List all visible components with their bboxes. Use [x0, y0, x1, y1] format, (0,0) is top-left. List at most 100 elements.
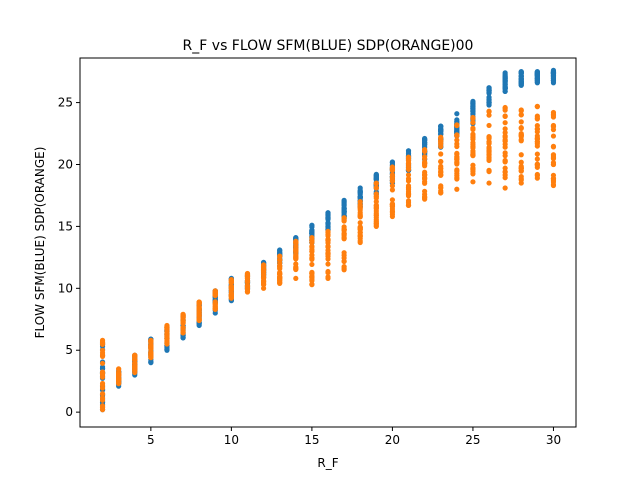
data-point: [405, 191, 412, 197]
data-point: [293, 238, 299, 244]
data-point: [373, 180, 379, 186]
data-point: [325, 236, 331, 242]
data-point: [260, 262, 267, 268]
y-tick-label: 20: [58, 157, 73, 171]
data-point: [502, 158, 508, 164]
data-point: [405, 165, 412, 172]
y-tick-label: 10: [58, 281, 73, 295]
data-point: [196, 299, 202, 305]
y-tick-label: 0: [65, 405, 73, 419]
data-point: [486, 122, 492, 129]
series-0-column-28: [550, 67, 557, 86]
data-point: [389, 159, 396, 165]
data-point: [502, 126, 508, 132]
data-point: [470, 179, 476, 185]
data-point: [116, 377, 122, 383]
data-point: [99, 380, 106, 387]
data-point: [132, 363, 138, 369]
data-point: [454, 167, 460, 173]
data-point: [389, 183, 396, 189]
series-1-column-24: [486, 108, 492, 186]
data-point: [341, 227, 347, 233]
series-1-column-6: [196, 299, 202, 324]
data-point: [325, 228, 331, 234]
data-point: [244, 275, 251, 281]
data-point: [454, 137, 460, 143]
data-point: [502, 84, 508, 90]
data-point: [277, 270, 283, 276]
data-point: [389, 167, 396, 174]
data-point: [180, 334, 186, 341]
data-point: [438, 158, 444, 165]
series-1-column-13: [309, 234, 315, 288]
data-point: [116, 373, 122, 379]
data-point: [454, 133, 460, 139]
data-point: [260, 272, 267, 278]
series-1-column-27: [534, 103, 540, 181]
data-point: [502, 165, 508, 171]
data-point: [518, 174, 524, 180]
data-point: [341, 264, 347, 270]
data-point: [534, 143, 540, 149]
data-point: [422, 147, 428, 153]
data-point: [518, 125, 524, 131]
series-0-column-27: [534, 69, 540, 86]
x-tick-label: 10: [224, 433, 239, 447]
data-point: [309, 234, 315, 241]
data-point: [502, 113, 508, 120]
series-1-column-10: [260, 262, 267, 291]
data-point: [309, 281, 315, 287]
data-point: [534, 126, 540, 132]
data-point: [277, 265, 283, 271]
data-point: [422, 176, 428, 182]
data-point: [309, 252, 315, 258]
data-point: [405, 154, 412, 160]
data-point: [341, 258, 347, 264]
series-1-column-17: [373, 180, 379, 230]
x-axis-ticks: 5 10 15 20 25 30: [147, 427, 561, 447]
data-point: [341, 230, 347, 237]
data-point: [325, 261, 331, 267]
data-point: [373, 184, 379, 191]
data-point: [357, 189, 363, 195]
data-point: [518, 112, 524, 118]
x-tick-label: 15: [304, 433, 319, 447]
data-point: [148, 352, 154, 358]
data-point: [99, 391, 106, 397]
series-1-column-5: [180, 311, 186, 336]
data-point: [534, 139, 540, 145]
x-tick-label: 5: [147, 433, 155, 447]
data-point: [180, 311, 186, 317]
data-point: [99, 397, 106, 403]
data-point: [309, 256, 315, 263]
data-point: [357, 238, 363, 244]
data-point: [486, 112, 492, 118]
x-tick-label: 20: [385, 433, 400, 447]
data-point: [422, 160, 428, 166]
data-point: [422, 172, 428, 178]
data-point: [470, 145, 476, 151]
data-point: [486, 154, 492, 160]
data-point: [99, 404, 106, 410]
data-point: [470, 151, 476, 158]
series-0-column-24: [486, 85, 492, 108]
data-point: [99, 337, 106, 343]
series-1-column-21: [438, 134, 444, 196]
data-point: [454, 186, 460, 192]
data-point: [164, 340, 170, 347]
data-point: [357, 185, 363, 191]
x-axis-label: R_F: [317, 456, 338, 470]
data-point: [260, 278, 267, 284]
data-point: [164, 322, 170, 329]
y-tick-label: 15: [58, 219, 73, 233]
data-point: [293, 246, 299, 252]
data-point: [550, 152, 557, 158]
data-point: [180, 330, 186, 336]
series-1-column-4: [164, 322, 170, 347]
data-point: [389, 187, 396, 193]
x-tick-label: 30: [546, 433, 561, 447]
data-point: [341, 201, 347, 208]
data-point: [325, 274, 331, 280]
series-1-column-9: [244, 270, 251, 295]
